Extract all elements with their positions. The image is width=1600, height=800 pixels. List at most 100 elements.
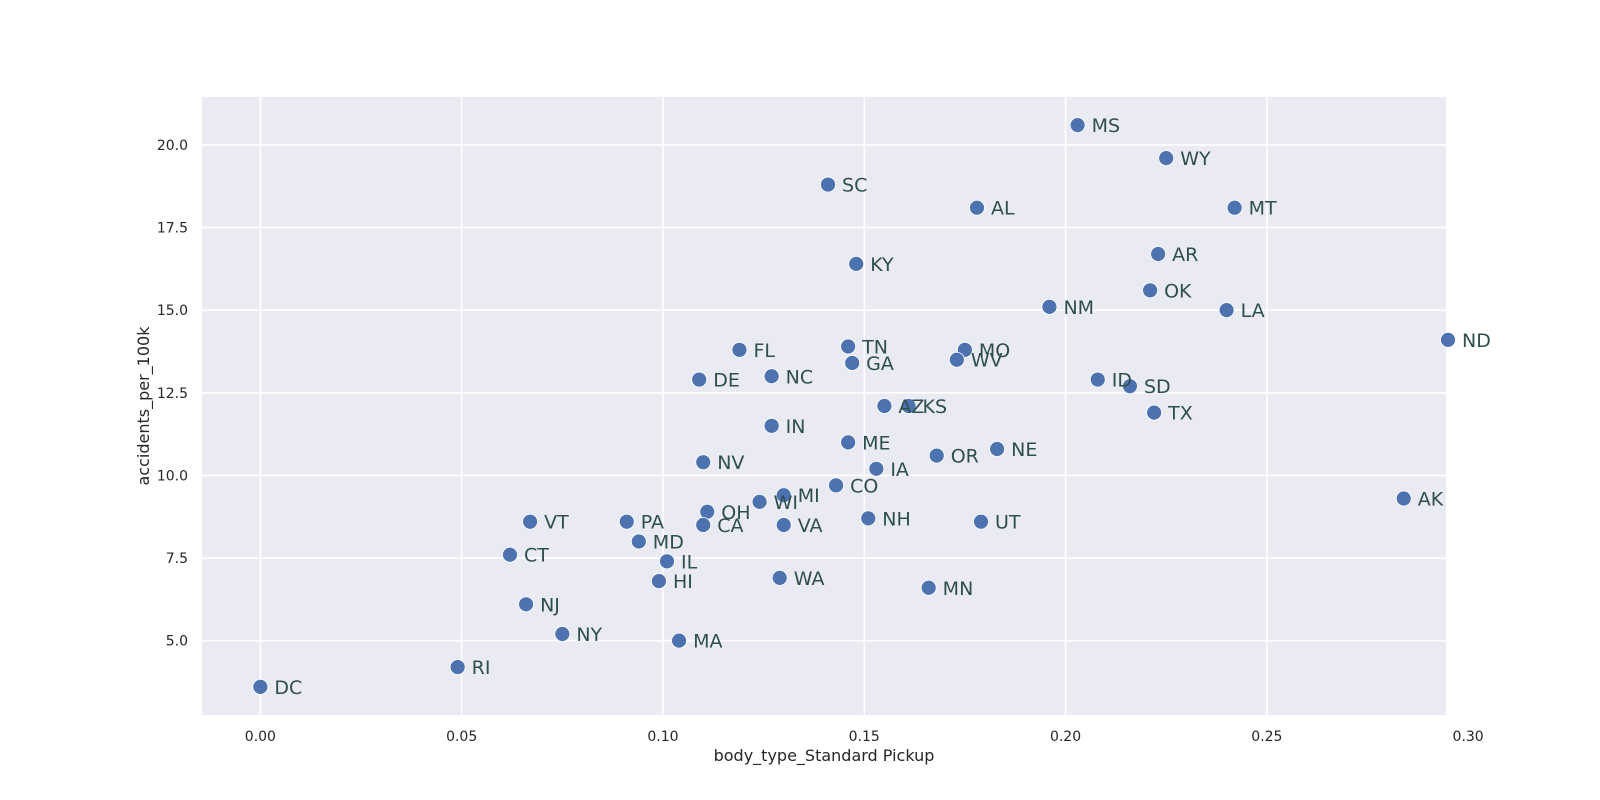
x-tick-label: 0.25	[1251, 729, 1282, 745]
point-label: SC	[842, 175, 867, 197]
point-label: MA	[693, 631, 722, 653]
y-axis-title: accidents_per_100k	[134, 326, 154, 486]
data-point	[868, 460, 885, 477]
point-label: NJ	[540, 594, 560, 616]
data-point	[522, 513, 539, 530]
data-point	[876, 398, 893, 414]
point-label: WI	[774, 492, 798, 514]
data-point	[630, 533, 647, 550]
data-point	[659, 553, 675, 570]
data-point	[920, 579, 937, 596]
point-label: ID	[1112, 370, 1132, 392]
data-point	[900, 398, 917, 414]
point-label: MN	[943, 578, 974, 600]
data-point	[969, 199, 985, 216]
data-point	[840, 434, 857, 451]
point-label: KY	[870, 254, 894, 276]
y-tick-label: 7.5	[166, 551, 188, 567]
x-tick-label: 0.30	[1453, 729, 1484, 745]
data-point	[1158, 150, 1175, 167]
point-label: IA	[890, 459, 909, 481]
point-label: MS	[1092, 115, 1120, 137]
data-point	[554, 626, 571, 642]
data-point	[848, 255, 865, 272]
point-label: OR	[951, 446, 979, 468]
data-point	[820, 176, 836, 193]
data-point	[449, 659, 466, 675]
data-point	[775, 487, 792, 504]
point-label: CA	[717, 515, 743, 537]
data-point	[1218, 302, 1235, 319]
point-label: HI	[673, 571, 693, 593]
point-label: NY	[576, 624, 602, 646]
data-point	[671, 632, 687, 649]
x-tick-label: 0.00	[245, 729, 276, 745]
data-point	[651, 573, 667, 590]
point-label: NC	[786, 366, 813, 388]
data-point	[751, 493, 768, 510]
data-point	[763, 417, 780, 434]
point-label: DC	[274, 677, 302, 699]
point-label: OH	[721, 502, 750, 524]
y-tick-label: 5.0	[166, 634, 188, 650]
data-point	[1440, 332, 1456, 348]
data-point	[1395, 490, 1412, 507]
point-label: AL	[991, 198, 1015, 220]
y-tick-label: 17.5	[157, 221, 188, 237]
plot-area	[202, 97, 1446, 715]
point-label: RI	[472, 657, 491, 679]
data-point	[860, 510, 877, 527]
point-label: CO	[850, 475, 878, 497]
data-point	[695, 517, 712, 533]
x-tick-label: 0.10	[647, 729, 678, 745]
data-point	[775, 517, 792, 533]
point-label: SD	[1144, 376, 1171, 398]
point-label: NH	[882, 508, 911, 530]
point-label: FL	[753, 340, 775, 362]
point-label: LA	[1241, 300, 1265, 322]
point-label: NV	[717, 452, 744, 474]
point-label: MT	[1249, 198, 1277, 220]
x-tick-label: 0.05	[446, 729, 477, 745]
data-point	[771, 569, 788, 586]
y-tick-label: 12.5	[157, 386, 188, 402]
grid	[202, 97, 1469, 715]
data-point	[618, 513, 635, 530]
point-label: NM	[1063, 297, 1094, 319]
data-point	[844, 355, 861, 371]
point-label: TX	[1167, 403, 1193, 425]
point-label: AZ	[898, 396, 924, 418]
point-label: IN	[786, 416, 806, 438]
point-label: PA	[641, 512, 664, 534]
data-point	[840, 338, 857, 355]
point-label: MI	[798, 485, 820, 507]
point-label: KS	[923, 396, 948, 418]
y-tick-label: 15.0	[157, 303, 188, 319]
data-point	[973, 513, 989, 530]
point-label: ND	[1462, 330, 1491, 352]
data-point	[1069, 117, 1086, 133]
point-label: MO	[979, 340, 1010, 362]
data-point	[928, 447, 945, 464]
data-point	[1150, 246, 1167, 262]
data-point	[763, 368, 780, 385]
y-tick-label: 20.0	[157, 138, 188, 154]
point-label: UT	[995, 512, 1021, 534]
point-label: OK	[1164, 280, 1192, 302]
point-label: VA	[798, 515, 823, 537]
x-tick-label: 0.20	[1050, 729, 1081, 745]
point-label: IL	[681, 551, 698, 573]
data-point	[828, 477, 844, 494]
data-point	[252, 679, 269, 695]
point-label: NE	[1011, 439, 1037, 461]
data-point	[1226, 199, 1243, 216]
data-point	[699, 503, 716, 520]
data-point	[695, 454, 712, 471]
data-point	[1122, 378, 1138, 395]
point-label: VT	[544, 512, 569, 534]
data-point	[691, 371, 708, 388]
point-label: GA	[866, 353, 894, 375]
data-point	[502, 546, 518, 563]
point-label: WY	[1180, 148, 1211, 170]
